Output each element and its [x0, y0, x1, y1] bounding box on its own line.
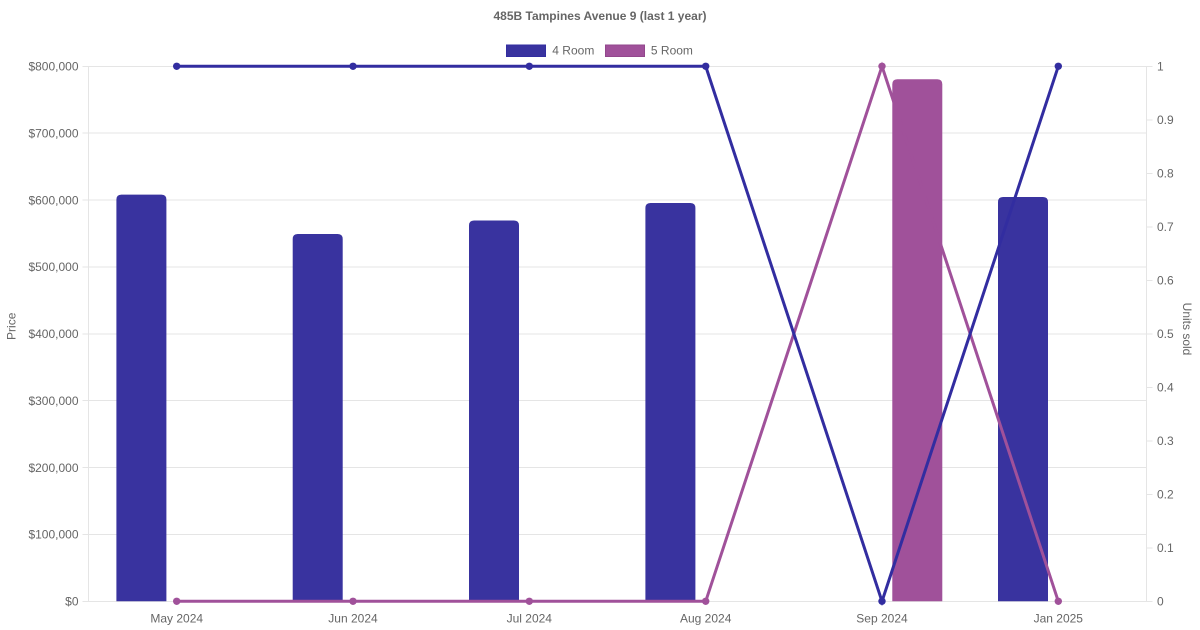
- svg-text:5 Room: 5 Room: [651, 44, 693, 58]
- svg-text:May 2024: May 2024: [150, 612, 203, 626]
- svg-text:$0: $0: [65, 595, 79, 609]
- svg-text:0.3: 0.3: [1157, 434, 1174, 448]
- svg-text:$700,000: $700,000: [28, 126, 78, 140]
- svg-text:Jul 2024: Jul 2024: [507, 612, 553, 626]
- svg-text:Price: Price: [5, 312, 19, 340]
- svg-text:0.4: 0.4: [1157, 381, 1174, 395]
- svg-text:$300,000: $300,000: [28, 394, 78, 408]
- svg-text:0.9: 0.9: [1157, 113, 1174, 127]
- svg-text:$500,000: $500,000: [28, 260, 78, 274]
- svg-text:0.7: 0.7: [1157, 220, 1174, 234]
- svg-text:$800,000: $800,000: [28, 60, 78, 74]
- svg-text:Jun 2024: Jun 2024: [328, 612, 378, 626]
- svg-text:0.8: 0.8: [1157, 167, 1174, 181]
- svg-text:$600,000: $600,000: [28, 193, 78, 207]
- svg-text:$400,000: $400,000: [28, 327, 78, 341]
- svg-text:485B Tampines Avenue 9 (last 1: 485B Tampines Avenue 9 (last 1 year): [494, 9, 707, 23]
- svg-text:$100,000: $100,000: [28, 528, 78, 542]
- svg-text:4 Room: 4 Room: [552, 44, 594, 58]
- svg-text:$200,000: $200,000: [28, 461, 78, 475]
- svg-text:0: 0: [1157, 595, 1164, 609]
- svg-text:Sep 2024: Sep 2024: [856, 612, 908, 626]
- svg-text:0.2: 0.2: [1157, 488, 1174, 502]
- svg-text:1: 1: [1157, 60, 1164, 74]
- svg-text:0.6: 0.6: [1157, 274, 1174, 288]
- svg-text:Aug 2024: Aug 2024: [680, 612, 732, 626]
- svg-text:0.5: 0.5: [1157, 327, 1174, 341]
- svg-text:Jan 2025: Jan 2025: [1034, 612, 1084, 626]
- svg-text:Units sold: Units sold: [1180, 303, 1194, 356]
- svg-text:0.1: 0.1: [1157, 541, 1174, 555]
